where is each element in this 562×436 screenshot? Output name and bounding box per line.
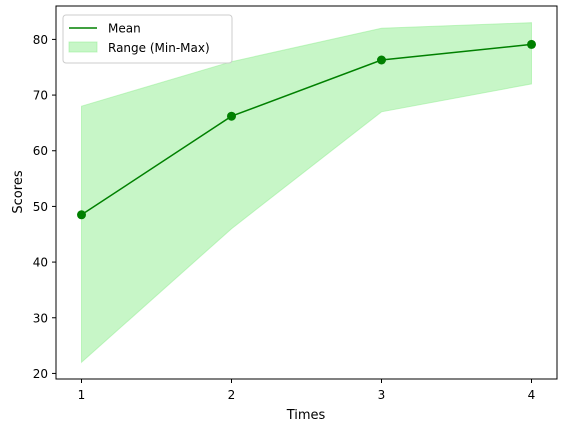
- legend-range-label: Range (Min-Max): [108, 41, 210, 55]
- mean-markers-layer: [77, 39, 536, 220]
- y-tick-label: 30: [33, 311, 48, 325]
- mean-point: [77, 210, 86, 220]
- x-axis-label: Times: [286, 408, 326, 423]
- x-axis-ticks: 1 2 3 4: [78, 379, 536, 402]
- y-tick-label: 70: [33, 89, 48, 103]
- mean-line: [81, 43, 532, 216]
- mean-point: [227, 111, 236, 121]
- y-tick-label: 40: [33, 256, 48, 270]
- y-tick-label: 60: [33, 144, 48, 158]
- mean-point: [527, 39, 536, 49]
- x-tick-label: 4: [528, 388, 536, 402]
- legend-mean-label: Mean: [108, 22, 141, 36]
- y-tick-label: 50: [33, 200, 48, 214]
- y-tick-label: 20: [33, 367, 48, 381]
- legend: Mean Range (Min-Max): [62, 14, 233, 64]
- x-tick-label: 1: [78, 388, 86, 402]
- y-axis-ticks: 20 30 40 50 60 70 80: [33, 33, 56, 381]
- x-tick-label: 2: [228, 388, 236, 402]
- plot-frame: [55, 5, 558, 380]
- y-axis-label: Scores: [11, 170, 26, 213]
- x-tick-label: 3: [378, 388, 386, 402]
- mean-line-layer: [81, 43, 532, 216]
- legend-range-swatch: [68, 41, 98, 53]
- mean-point: [377, 55, 386, 65]
- range-band-layer: [81, 22, 532, 364]
- legend-frame: [62, 14, 233, 64]
- y-tick-label: 80: [33, 33, 48, 47]
- range-band: [81, 22, 532, 364]
